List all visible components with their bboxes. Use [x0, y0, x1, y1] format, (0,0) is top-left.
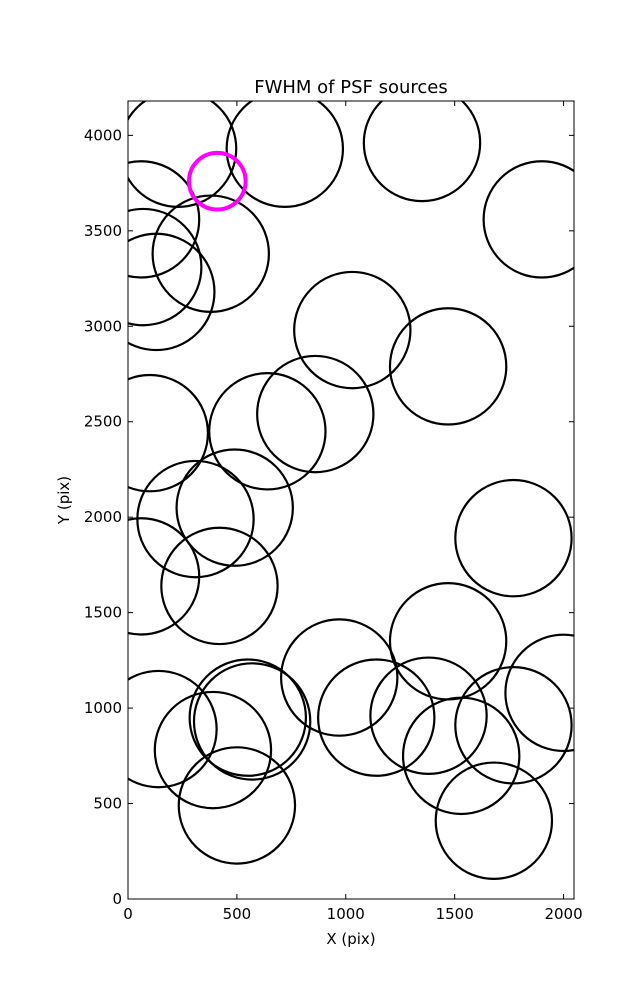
- psf-source-circle: [256, 354, 375, 474]
- x-tick-label: 0: [123, 905, 133, 923]
- psf-source-circle: [128, 101, 238, 208]
- psf-source-circle: [188, 658, 308, 777]
- psf-source-circle: [293, 270, 412, 390]
- y-tick-label: 500: [93, 795, 122, 813]
- psf-source-circle: [317, 658, 436, 777]
- psf-source-circle: [482, 160, 574, 279]
- x-tick-label: 500: [223, 905, 252, 923]
- psf-source-circle: [401, 696, 521, 816]
- psf-source-circle: [388, 307, 508, 426]
- plot-area: [128, 101, 574, 880]
- x-axis: 0 500 1000 1500 2000: [123, 101, 583, 923]
- psf-source-circle: [128, 373, 210, 493]
- plot-frame: [127, 100, 575, 900]
- psf-source-circle: [388, 582, 508, 701]
- y-tick-label: 0: [112, 890, 122, 908]
- psf-source-circle: [225, 101, 345, 208]
- chart-title: FWHM of PSF sources: [254, 77, 448, 98]
- psf-source-circle: [362, 101, 482, 203]
- x-tick-label: 1500: [436, 905, 474, 923]
- x-tick-label: 1000: [327, 905, 365, 923]
- psf-source-circle: [128, 517, 201, 636]
- y-tick-label: 3500: [84, 222, 122, 240]
- y-tick-label: 4000: [84, 126, 122, 144]
- psf-source-circle: [175, 448, 294, 567]
- y-tick-label: 2000: [84, 508, 122, 526]
- y-tick-label: 2500: [84, 413, 122, 431]
- y-axis: 0 500 1000 1500 2000 2500 3000 3500 4000: [84, 126, 574, 908]
- psf-source-circle: [128, 669, 218, 789]
- y-tick-label: 1500: [84, 604, 122, 622]
- psf-source-circle: [454, 478, 573, 598]
- psf-source-circle: [434, 761, 554, 880]
- psf-source-circle: [128, 207, 203, 327]
- psf-source-circle: [128, 232, 216, 352]
- x-tick-label: 2000: [544, 905, 582, 923]
- psf-source-circle: [177, 746, 297, 865]
- y-tick-label: 3000: [84, 317, 122, 335]
- y-axis-label: Y (pix): [55, 476, 73, 525]
- y-tick-label: 1000: [84, 699, 122, 717]
- psf-source-circle: [151, 194, 270, 313]
- psf-source-circle: [504, 633, 574, 753]
- psf-source-circle: [279, 618, 399, 737]
- psf-source-circle: [153, 690, 273, 810]
- psf-source-circle: [369, 656, 488, 775]
- psf-source-circle: [208, 372, 327, 491]
- psf-source-circle: [128, 160, 201, 279]
- x-axis-label: X (pix): [326, 930, 375, 948]
- psf-source-circle: [160, 526, 279, 646]
- highlighted-source-circle: [186, 150, 248, 212]
- psf-source-circle: [192, 662, 312, 781]
